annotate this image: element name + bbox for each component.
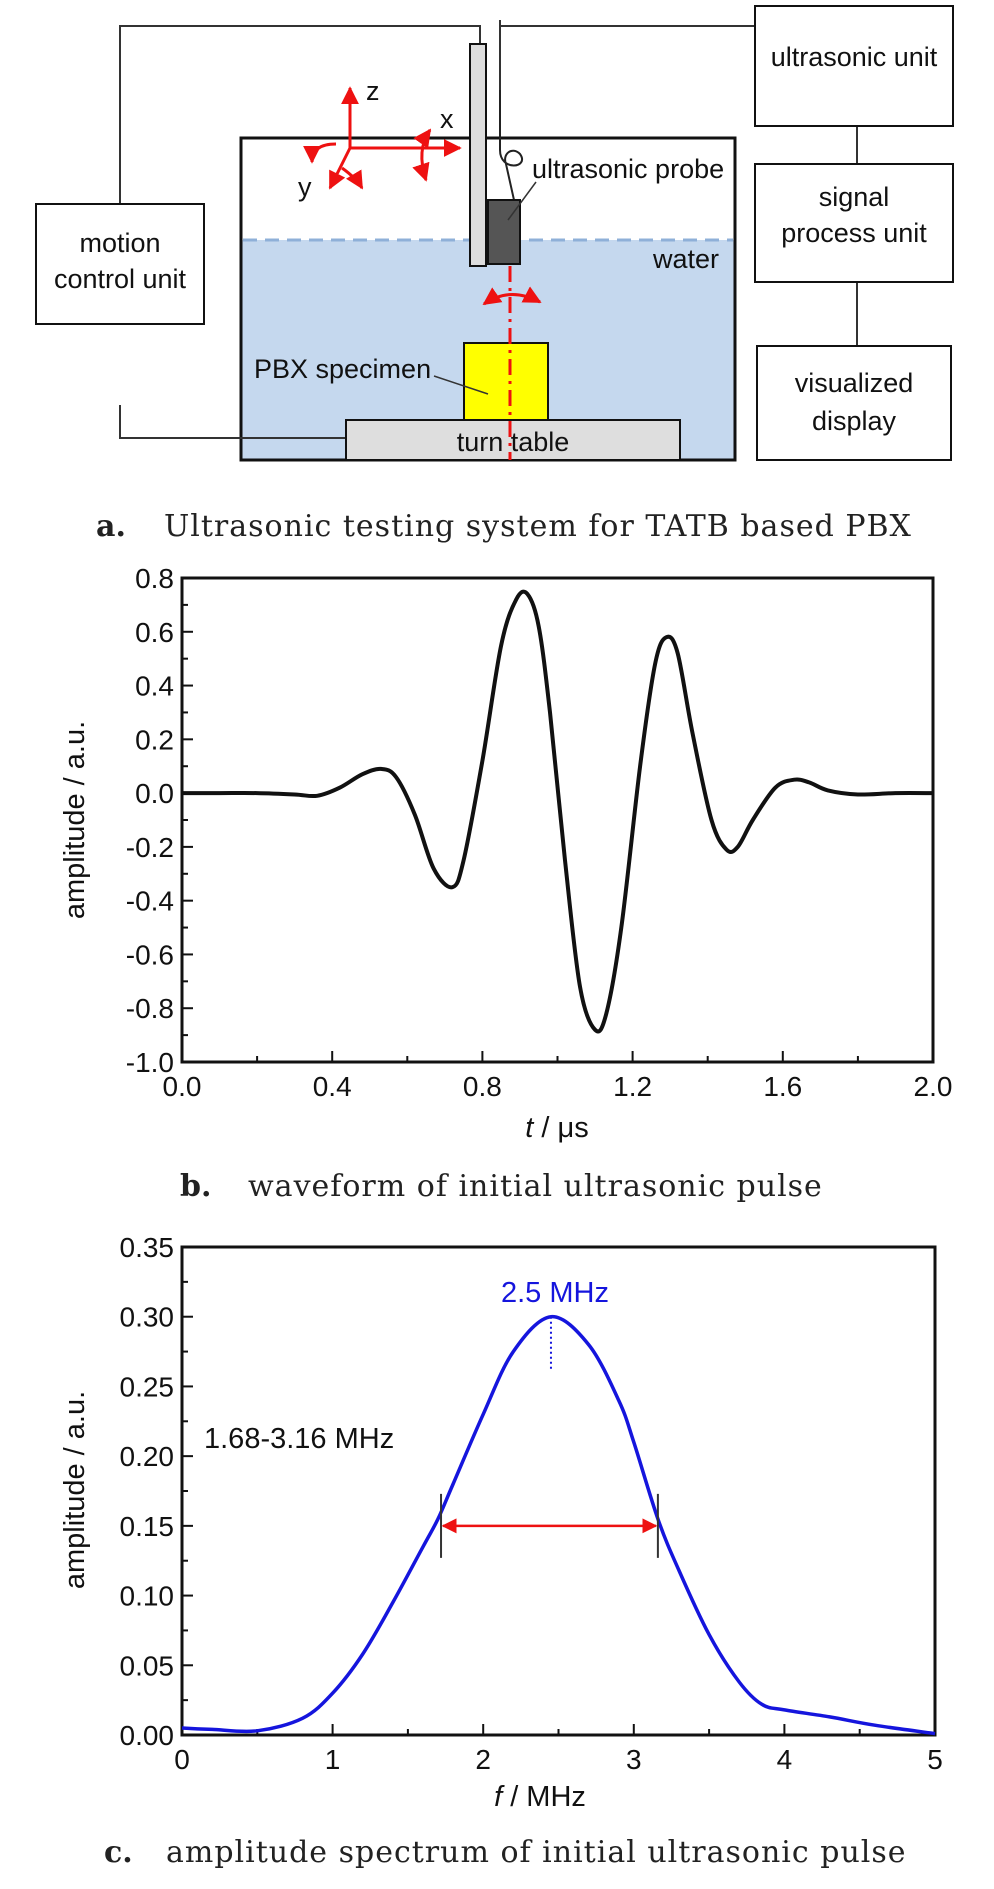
y-tick-label: 0.4 [135, 671, 174, 702]
spectrum-ticks: 0.00 0.05 0.10 0.15 0.20 0.25 0.30 0.35 0 1 2 3 4 5 [120, 1232, 943, 1775]
bandwidth-label: 1.68-3.16 MHz [204, 1423, 394, 1455]
rotation-x-arrow [412, 128, 432, 182]
label-water: water [652, 244, 719, 274]
spectrum-series [181, 1314, 936, 1736]
y-tick-label: 0.8 [135, 563, 174, 594]
caption-c: c. amplitude spectrum of initial ultrason… [104, 1835, 907, 1870]
y-tick-label: 0.0 [135, 778, 174, 809]
probe-cable-loop [499, 90, 523, 201]
caption-a-letter: a. [96, 509, 126, 544]
x-tick-label: 2.0 [914, 1071, 953, 1102]
wire-motion-to-arm [119, 25, 481, 324]
caption-b-letter: b. [180, 1169, 211, 1204]
display-unit-line2: display [812, 406, 897, 436]
label-ultrasonic-probe: ultrasonic probe [532, 154, 724, 184]
x-tick-label: 1.6 [763, 1071, 802, 1102]
y-tick-label: 0.20 [120, 1441, 175, 1472]
motion-control-unit: motion control unit [35, 203, 205, 325]
caption-c-letter: c. [104, 1835, 133, 1870]
display-unit-line1: visualized [795, 368, 914, 398]
caption-b-text: waveform of initial ultrasonic pulse [248, 1169, 823, 1204]
wire-motion-to-table [119, 405, 346, 439]
caption-a: a. Ultrasonic testing system for TATB bas… [96, 509, 912, 544]
series-line [181, 1314, 936, 1736]
y-tick-label: 0.10 [120, 1581, 175, 1612]
waveform-xlabel-unit: / μs [533, 1112, 588, 1144]
visualized-display-unit: visualized display [756, 345, 952, 461]
spectrum-plot-frame [180, 1245, 937, 1737]
y-tick-label: -0.8 [126, 993, 174, 1024]
waveform-xlabel-symbol: t [525, 1112, 535, 1144]
y-tick-label: 0.6 [135, 617, 174, 648]
y-tick-label: -0.4 [126, 886, 174, 917]
waveform-ylabel: amplitude / a.u. [59, 721, 91, 919]
signal-unit-line2: process unit [781, 218, 927, 248]
spectrum-xlabel-unit: / MHz [502, 1781, 586, 1813]
y-tick-label: 0.15 [120, 1511, 175, 1542]
spectrum-xlabel-symbol: f [494, 1781, 505, 1813]
motion-axes: z x y [298, 76, 462, 202]
waveform-plot-frame [180, 576, 935, 1064]
x-tick-label: 1.2 [613, 1071, 652, 1102]
y-tick-label: 0.30 [120, 1302, 175, 1333]
rotation-arrow [482, 286, 542, 306]
x-tick-label: 1 [325, 1744, 341, 1775]
label-axis-x: x [440, 104, 454, 134]
probe-leader-line [507, 181, 537, 221]
y-tick-label: 0.00 [120, 1720, 175, 1751]
label-pbx-specimen: PBX specimen [254, 354, 431, 384]
x-tick-label: 2 [475, 1744, 491, 1775]
spectrum-chart: 0.00 0.05 0.10 0.15 0.20 0.25 0.30 0.35 0 1 2 3 4 5 f… [59, 1232, 943, 1813]
pbx-specimen [463, 342, 549, 424]
waveform-series [182, 589, 934, 1034]
spectrum-xlabel: f / MHz [494, 1781, 586, 1813]
x-tick-label: 5 [927, 1744, 943, 1775]
motion-unit-line1: motion [79, 228, 160, 258]
y-tick-label: 0.2 [135, 724, 174, 755]
y-tick-label: 0.05 [120, 1650, 175, 1681]
x-tick-label: 0.0 [163, 1071, 202, 1102]
signal-process-unit: signal process unit [754, 163, 954, 283]
caption-a-text: Ultrasonic testing system for TATB based… [164, 509, 912, 544]
label-axis-z: z [366, 76, 380, 106]
peak-frequency-label: 2.5 MHz [501, 1277, 609, 1309]
caption-c-text: amplitude spectrum of initial ultrasonic… [166, 1835, 907, 1870]
spectrum-ylabel: amplitude / a.u. [59, 1391, 91, 1589]
specimen-leader-line [433, 375, 489, 395]
label-axis-y: y [298, 172, 312, 202]
y-tick-label: -0.6 [126, 939, 174, 970]
caption-b: b. waveform of initial ultrasonic pulse [180, 1169, 823, 1204]
waveform-ticks: -1.0 -0.8 -0.6 -0.4 -0.2 0.0 0.2 0.4 0.6 0.8 0.0 0.… [126, 563, 953, 1102]
label-turn-table: turn table [457, 427, 570, 457]
x-tick-label: 0.8 [463, 1071, 502, 1102]
ultrasonic-unit-label: ultrasonic unit [771, 42, 938, 72]
rotation-y-arrow-2 [341, 166, 364, 190]
rotation-y-arrow [303, 142, 337, 164]
y-tick-label: 0.25 [120, 1371, 175, 1402]
axis-y-arrow [328, 147, 352, 190]
y-tick-label: 0.35 [120, 1232, 175, 1263]
turn-table [345, 419, 681, 461]
x-tick-label: 3 [626, 1744, 642, 1775]
ultrasonic-unit: ultrasonic unit [754, 5, 954, 127]
series-line [182, 589, 934, 1034]
spectrum-annotations [440, 1316, 659, 1558]
x-tick-label: 0 [174, 1744, 190, 1775]
y-tick-label: -0.2 [126, 832, 174, 863]
signal-unit-line1: signal [819, 182, 890, 212]
system-diagram: ultrasonic probe water PBX specimen turn… [35, 5, 954, 462]
probe-arm [469, 43, 487, 267]
x-tick-label: 4 [777, 1744, 793, 1775]
motion-unit-line2: control unit [54, 264, 187, 294]
x-tick-label: 0.4 [313, 1071, 352, 1102]
y-tick-label: -1.0 [126, 1047, 174, 1078]
waveform-chart: -1.0 -0.8 -0.6 -0.4 -0.2 0.0 0.2 0.4 0.6 0.8 0.0 0.… [59, 563, 952, 1144]
waveform-xlabel: t / μs [525, 1112, 588, 1144]
